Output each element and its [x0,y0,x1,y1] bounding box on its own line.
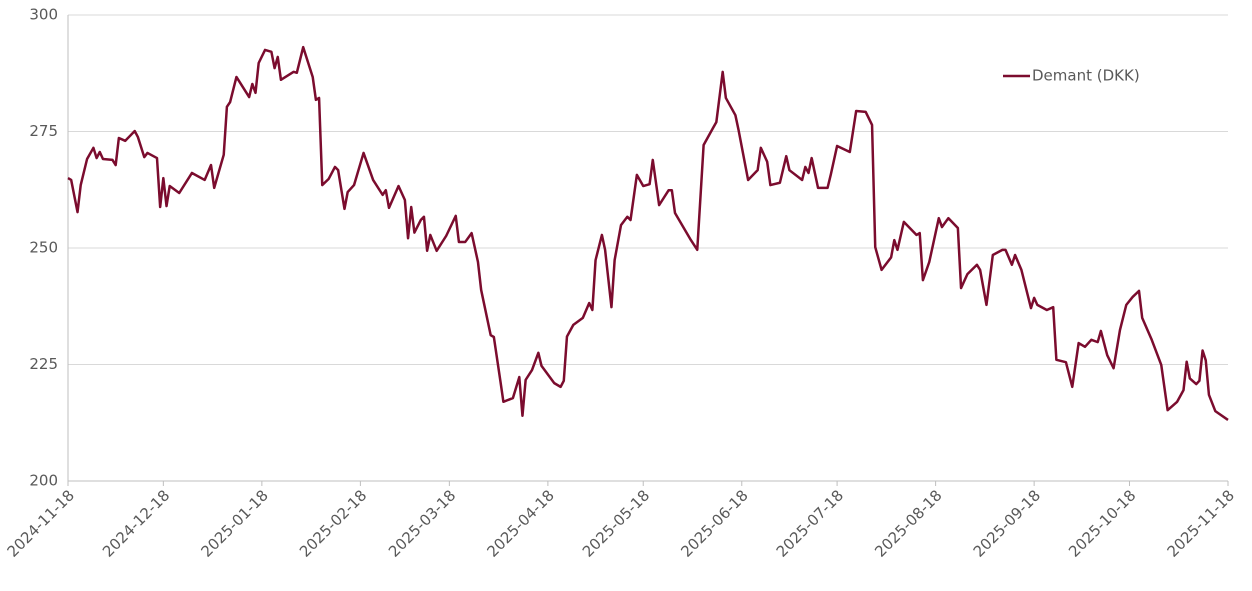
x-tick-label: 2025-04-18 [484,486,558,560]
x-tick-label: 2025-10-18 [1065,486,1139,560]
y-tick-label: 225 [29,355,58,373]
y-tick-label: 250 [29,239,58,257]
x-tick-label: 2025-09-18 [970,486,1044,560]
line-series [67,45,1229,421]
x-tick-label: 2025-08-18 [871,486,945,560]
x-tick-label: 2025-11-18 [1164,486,1238,560]
x-tick-label: 2025-07-18 [773,486,847,560]
y-tick-label: 300 [29,6,58,24]
x-tick-label: 2025-06-18 [677,486,751,560]
x-tick-label: 2025-03-18 [385,486,459,560]
x-tick-label: 2025-02-18 [296,486,370,560]
y-tick-label: 200 [29,472,58,490]
x-tick-label: 2024-11-18 [4,486,78,560]
x-tick-label: 2025-01-18 [197,486,271,560]
y-tick-label: 275 [29,122,58,140]
x-tick-label: 2025-05-18 [579,486,653,560]
x-tick-label: 2024-12-18 [99,486,173,560]
legend-label: Demant (DKK) [1032,67,1140,85]
